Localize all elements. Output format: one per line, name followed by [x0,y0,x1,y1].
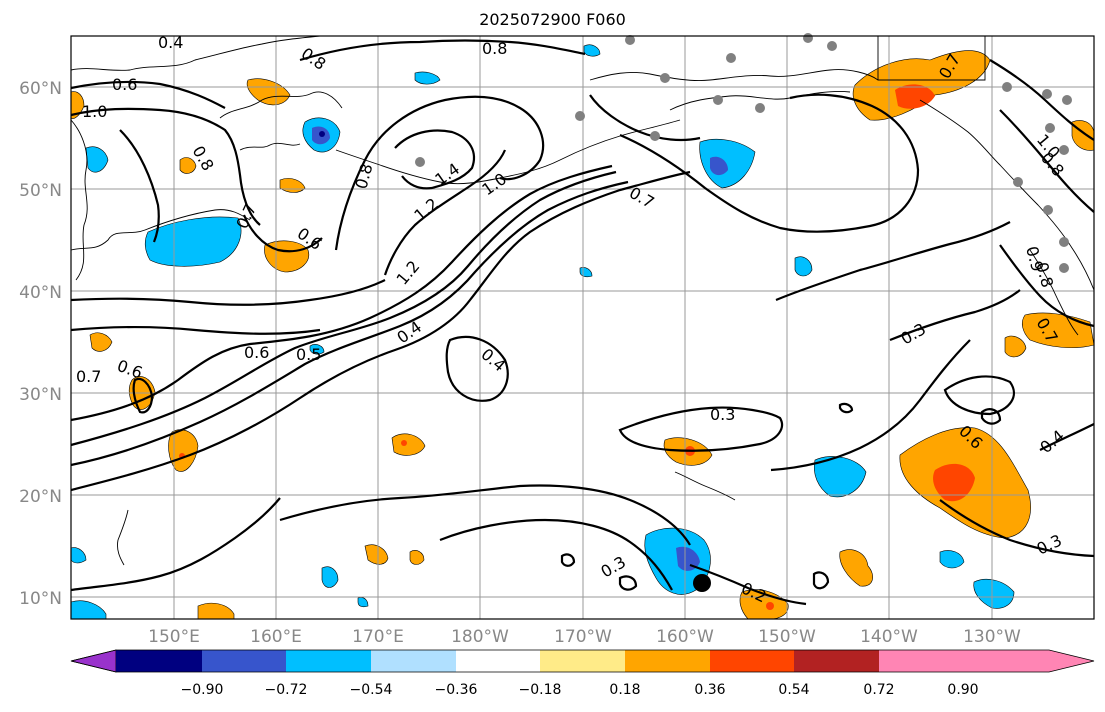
lon-label: 150°W [758,627,816,647]
contour-label: 0.8 [482,39,507,58]
colorbar-tick: 0.90 [947,682,978,698]
contour-label: 0.5 [296,345,321,364]
latitude-labels: 60°N 50°N 40°N 30°N 20°N 10°N [19,79,62,609]
contour-label: 0.7 [76,367,101,386]
contour-label: 0.6 [112,75,137,94]
colorbar-segment [625,650,710,672]
colorbar-segment [710,650,794,672]
contour-label: 0.6 [244,343,269,362]
lon-label: 130°W [963,627,1021,647]
map-border [70,35,1095,620]
colorbar: −0.90 −0.72 −0.54 −0.36 −0.18 0.18 0.36 … [70,649,1095,698]
lon-label: 160°E [250,627,302,647]
colorbar-segment [286,650,371,672]
lat-label: 40°N [19,283,62,303]
lat-label: 20°N [19,487,62,507]
colorbar-tick: −0.90 [181,682,224,698]
lat-label: 60°N [19,79,62,99]
colorbar-tick: 0.18 [609,682,640,698]
colorbar-tick: 0.54 [778,682,809,698]
contour-label: 0.4 [158,33,183,52]
colorbar-segment [540,650,625,672]
colorbar-segment [794,650,879,672]
lon-label: 180°W [451,627,509,647]
colorbar-segment [202,650,286,672]
colorbar-tick: −0.72 [265,682,308,698]
contour-lines [70,39,1095,606]
colorbar-segment [456,650,540,672]
map-title: 2025072900 F060 [479,10,626,29]
colorbar-tick: 0.72 [863,682,894,698]
lon-label: 160°W [656,627,714,647]
colorbar-tick: −0.18 [519,682,562,698]
contour-label: 1.0 [82,102,107,121]
colorbar-segment [879,650,963,672]
station-markers [415,33,1072,592]
contour-label: 0.3 [710,405,735,424]
lat-label: 30°N [19,385,62,405]
lon-label: 150°E [148,627,200,647]
colorbar-segment [371,650,456,672]
colorbar-segment [116,650,202,672]
lat-label: 50°N [19,181,62,201]
lon-label: 170°E [352,627,404,647]
colorbar-tick: −0.54 [350,682,393,698]
colorbar-tick: 0.36 [694,682,725,698]
lat-label: 10°N [19,589,62,609]
colorbar-extend-high [963,650,1094,672]
colorbar-extend-low [70,649,117,673]
colorbar-tick: −0.36 [435,682,478,698]
lon-label: 170°W [554,627,612,647]
longitude-labels: 150°E 160°E 170°E 180°W 170°W 160°W 150°… [148,627,1021,647]
lon-label: 140°W [860,627,918,647]
